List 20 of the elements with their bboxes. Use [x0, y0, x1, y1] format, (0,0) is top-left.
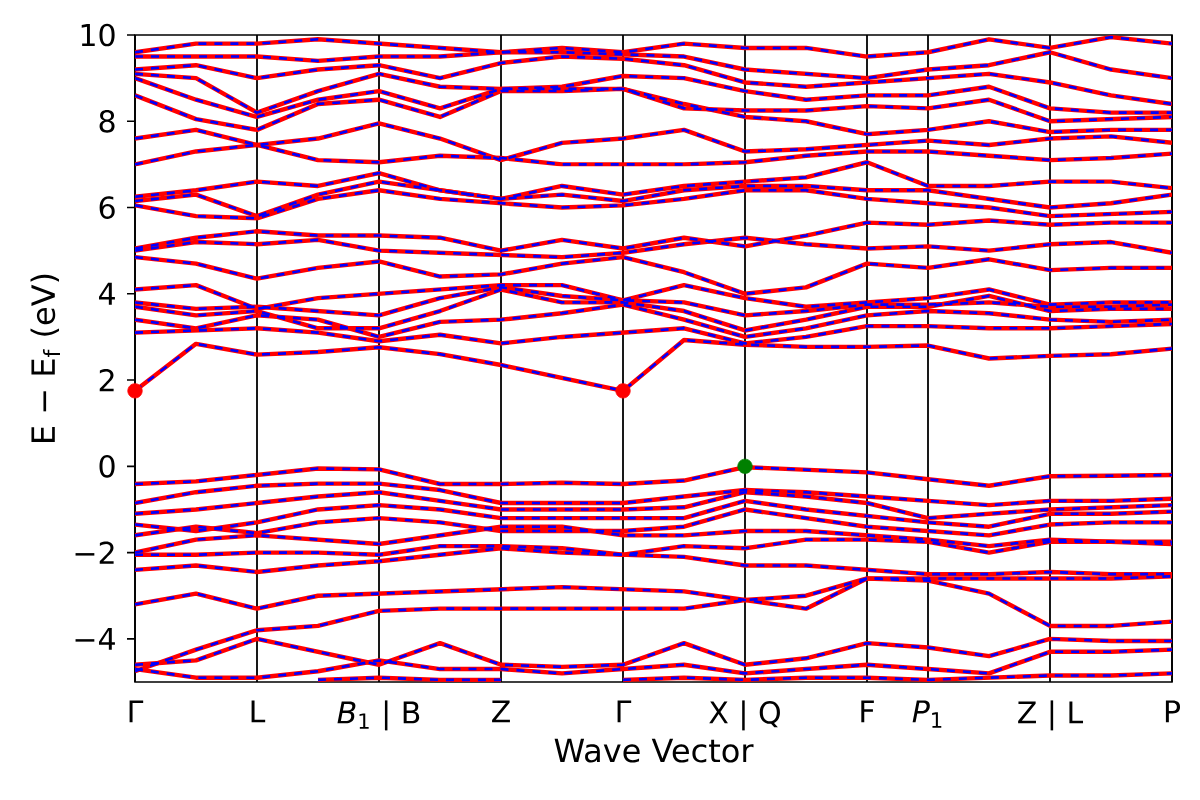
x-tick-label: Z | L [1018, 700, 1084, 731]
x-tick-label: X | Q [709, 700, 780, 731]
y-tick-label: 2 [99, 368, 114, 392]
y-tick-label: −2 [75, 541, 114, 564]
y-tick-label: 8 [99, 109, 115, 133]
x-axis-title: Wave Vector [554, 738, 754, 763]
y-tick-label: −4 [75, 627, 115, 650]
x-tick-label: Z [492, 700, 510, 723]
x-tick-label: Γ [617, 700, 632, 723]
x-tick-label: L [251, 700, 266, 723]
x-tick-label: P$_{1}$ [912, 700, 942, 728]
y-tick-label: 4 [98, 282, 115, 305]
x-tick-label: B$_{1}$ | B [337, 700, 420, 731]
y-tick-label: 0 [99, 454, 115, 478]
x-tick-label: P [1165, 700, 1181, 723]
x-tick-label: Γ [129, 700, 144, 723]
y-tick-label: 10 [81, 23, 115, 47]
x-tick-label: F [861, 700, 874, 723]
y-tick-label: 6 [99, 196, 115, 219]
y-axis-title: E − E$_{f}$ (eV) [30, 274, 60, 442]
